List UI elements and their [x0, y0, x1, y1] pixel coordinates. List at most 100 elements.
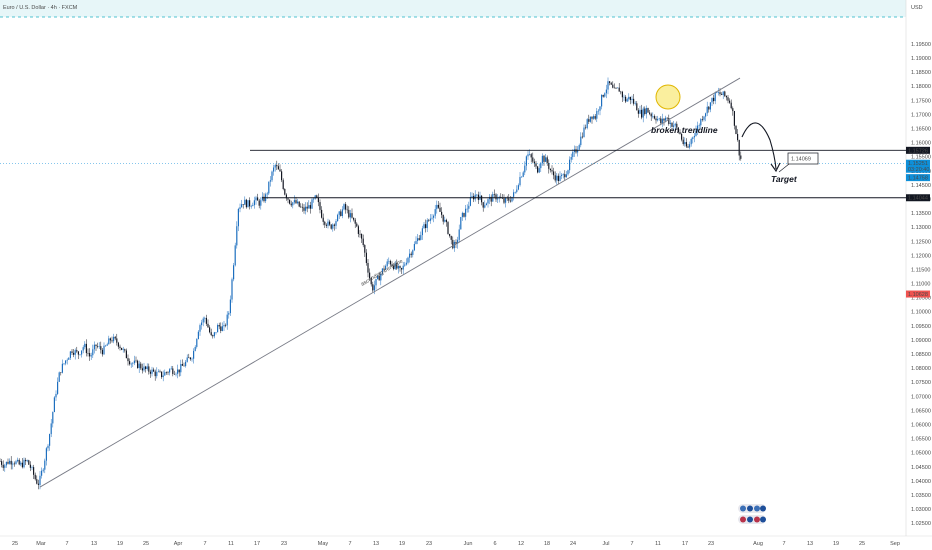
- candle-body: [359, 233, 361, 235]
- candle-body: [279, 169, 281, 172]
- candle-body: [260, 200, 262, 206]
- candle-body: [146, 366, 148, 369]
- candle-body: [701, 119, 703, 120]
- candle-body: [89, 353, 91, 357]
- y-tick-label: 1.13000: [911, 225, 931, 231]
- candle-body: [369, 272, 371, 279]
- candle-body: [237, 208, 239, 227]
- candle-body: [458, 229, 460, 240]
- candle-body: [197, 331, 199, 339]
- candle-body: [100, 346, 102, 350]
- candle-body: [60, 372, 62, 373]
- candle-body: [172, 368, 174, 374]
- candle-body: [287, 198, 289, 200]
- candle-body: [81, 350, 83, 355]
- countdown-label: 03:20:40: [908, 167, 929, 173]
- secondary-price-label: 1.14758: [908, 176, 928, 182]
- candle-body: [317, 197, 319, 203]
- x-tick-label: 19: [399, 541, 405, 547]
- candle-body: [25, 459, 27, 462]
- candle-body: [714, 92, 716, 102]
- candle-body: [393, 265, 395, 270]
- candle-body: [604, 93, 606, 97]
- candle-body: [330, 224, 332, 229]
- candle-body: [698, 125, 700, 126]
- y-tick-label: 1.19000: [911, 56, 931, 62]
- time-axis[interactable]: 25 Mar 7 13 19 25 Apr 7 11 17 23 May 7 13 19 23 Jun 6 12 18…: [12, 541, 900, 547]
- candle-body: [669, 122, 671, 124]
- candle-body: [76, 350, 78, 352]
- candle-body: [455, 241, 457, 244]
- candle-body: [37, 483, 39, 485]
- x-tick-label: 13: [807, 541, 813, 547]
- candle-body: [633, 98, 635, 104]
- candle-body: [364, 245, 366, 253]
- candle-body: [101, 349, 103, 355]
- candle-body: [439, 207, 441, 212]
- candle-body: [412, 250, 414, 255]
- candle-body: [354, 219, 356, 224]
- current-price-label: 1.15251: [908, 161, 928, 167]
- candle-body: [20, 462, 22, 465]
- candle-body: [527, 154, 529, 157]
- candle-body: [117, 342, 119, 347]
- candle-body: [141, 368, 143, 371]
- candle-body: [170, 368, 172, 370]
- candle-body: [692, 137, 694, 139]
- candle-body: [7, 461, 9, 464]
- candle-body: [313, 198, 315, 200]
- candle-body: [457, 239, 459, 244]
- candle-body: [314, 195, 316, 199]
- price-axis[interactable]: 1.19500 1.19000 1.18500 1.18000 1.17500 1.170…: [911, 42, 931, 527]
- candle-body: [481, 195, 483, 203]
- candle-body: [335, 221, 337, 226]
- y-tick-label: 1.06500: [911, 408, 931, 414]
- candle-body: [365, 252, 367, 263]
- candle-body: [551, 170, 553, 172]
- candle-body: [484, 205, 486, 208]
- candle-body: [465, 208, 467, 217]
- candle-body: [138, 363, 140, 369]
- candle-body: [236, 226, 238, 246]
- candle-body: [325, 224, 327, 226]
- x-tick-label: 19: [833, 541, 839, 547]
- candle-body: [677, 127, 679, 133]
- candle-body: [386, 261, 388, 266]
- candle-body: [420, 235, 422, 240]
- support-price-label-bg: [906, 194, 930, 202]
- candle-body: [180, 364, 182, 373]
- candle-body: [268, 181, 270, 194]
- y-tick-label: 1.07500: [911, 380, 931, 386]
- candle-body: [372, 284, 374, 291]
- candle-body: [389, 260, 391, 265]
- candle-body: [657, 119, 659, 121]
- resistance-price-label: 1.15726: [908, 148, 928, 154]
- candle-body: [383, 268, 385, 270]
- candle-body: [161, 371, 163, 378]
- candle-body: [220, 326, 222, 331]
- candle-body: [17, 459, 19, 462]
- currency-label: USD: [911, 5, 923, 11]
- candle-body: [645, 108, 647, 115]
- candle-body: [463, 212, 465, 217]
- x-tick-label: 7: [782, 541, 785, 547]
- candle-body: [12, 463, 14, 465]
- ascending-trendline[interactable]: [39, 77, 741, 488]
- candle-body: [599, 106, 601, 111]
- candle-body: [338, 211, 340, 215]
- candle-body: [621, 91, 623, 98]
- candle-body: [177, 369, 179, 374]
- candle-body: [324, 221, 326, 225]
- candle-body: [175, 373, 177, 375]
- candle-body: [380, 273, 382, 281]
- candle-body: [281, 171, 283, 181]
- candle-body: [249, 200, 251, 207]
- y-tick-label: 1.05000: [911, 451, 931, 457]
- candle-body: [196, 338, 198, 347]
- candle-body: [351, 213, 353, 218]
- candle-body: [69, 351, 71, 358]
- candle-body: [516, 189, 518, 192]
- candle-body: [625, 96, 627, 102]
- marker-price-label: 1.10628: [908, 292, 928, 298]
